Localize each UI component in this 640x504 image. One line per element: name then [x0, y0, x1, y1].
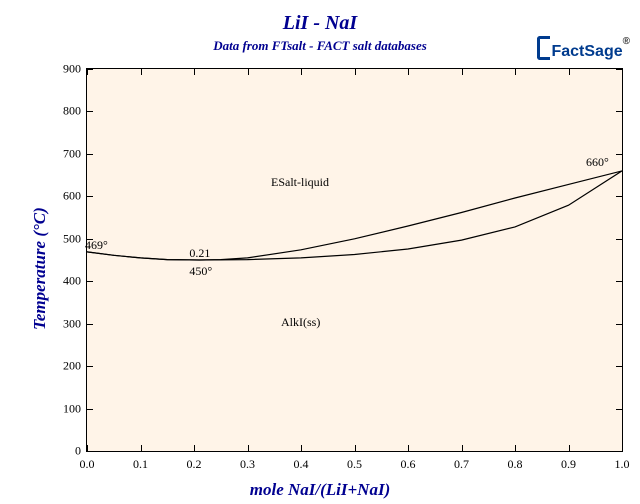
annotation: 469° — [85, 238, 108, 253]
chart-canvas: LiI - NaI Data from FTsalt - FACT salt d… — [0, 0, 640, 504]
y-tick — [616, 451, 622, 452]
y-tick — [616, 324, 622, 325]
logo-bracket-icon — [537, 36, 550, 60]
y-tick-label: 800 — [63, 104, 81, 119]
y-tick — [616, 409, 622, 410]
y-tick — [616, 196, 622, 197]
y-tick — [616, 281, 622, 282]
y-tick — [87, 196, 93, 197]
y-tick-label: 700 — [63, 146, 81, 161]
x-tick — [141, 445, 142, 451]
y-tick — [87, 324, 93, 325]
x-tick — [87, 445, 88, 451]
x-tick — [622, 445, 623, 451]
x-tick — [462, 445, 463, 451]
x-tick-label: 1.0 — [615, 457, 630, 472]
y-tick — [87, 111, 93, 112]
y-tick — [87, 154, 93, 155]
y-tick-label: 600 — [63, 189, 81, 204]
logo-text: FactSage — [551, 43, 622, 60]
y-tick-label: 900 — [63, 62, 81, 77]
x-tick — [569, 69, 570, 75]
x-tick-label: 0.1 — [133, 457, 148, 472]
y-tick-label: 200 — [63, 359, 81, 374]
x-axis-title: mole NaI/(LiI+NaI) — [0, 480, 640, 500]
y-tick — [616, 239, 622, 240]
x-tick-label: 0.0 — [80, 457, 95, 472]
x-tick — [301, 445, 302, 451]
y-tick — [87, 366, 93, 367]
x-tick — [248, 69, 249, 75]
phase-curves — [87, 69, 622, 451]
x-tick — [355, 445, 356, 451]
y-tick — [87, 409, 93, 410]
x-tick-label: 0.9 — [561, 457, 576, 472]
logo-reg: ® — [623, 36, 630, 47]
y-tick — [87, 281, 93, 282]
y-tick-label: 300 — [63, 316, 81, 331]
x-tick — [248, 445, 249, 451]
x-tick — [87, 69, 88, 75]
x-tick-label: 0.8 — [508, 457, 523, 472]
y-tick — [87, 451, 93, 452]
annotation: 0.21 — [189, 246, 210, 261]
x-tick-label: 0.4 — [294, 457, 309, 472]
x-tick — [408, 69, 409, 75]
annotation: ESalt-liquid — [271, 175, 329, 190]
x-tick — [408, 445, 409, 451]
x-tick — [194, 69, 195, 75]
plot-area: 01002003004005006007008009000.00.10.20.3… — [86, 68, 623, 452]
x-tick — [194, 445, 195, 451]
x-tick — [515, 445, 516, 451]
y-tick-label: 400 — [63, 274, 81, 289]
annotation: 450° — [189, 264, 212, 279]
annotation: AlkI(ss) — [281, 315, 320, 330]
x-tick — [462, 69, 463, 75]
x-tick — [622, 69, 623, 75]
x-tick-label: 0.2 — [187, 457, 202, 472]
y-tick-label: 500 — [63, 231, 81, 246]
chart-title: LiI - NaI — [0, 12, 640, 35]
x-tick — [141, 69, 142, 75]
x-tick — [569, 445, 570, 451]
x-tick — [355, 69, 356, 75]
y-tick-label: 100 — [63, 401, 81, 416]
x-tick — [515, 69, 516, 75]
x-tick-label: 0.5 — [347, 457, 362, 472]
y-tick — [616, 154, 622, 155]
x-tick-label: 0.6 — [401, 457, 416, 472]
phase-curve — [87, 171, 622, 260]
y-tick — [616, 111, 622, 112]
annotation: 660° — [586, 155, 609, 170]
y-tick — [616, 366, 622, 367]
y-axis-title: Temperature (°C) — [30, 207, 50, 330]
x-tick-label: 0.7 — [454, 457, 469, 472]
x-tick-label: 0.3 — [240, 457, 255, 472]
x-tick — [301, 69, 302, 75]
factsage-logo: FactSage® — [537, 36, 630, 61]
